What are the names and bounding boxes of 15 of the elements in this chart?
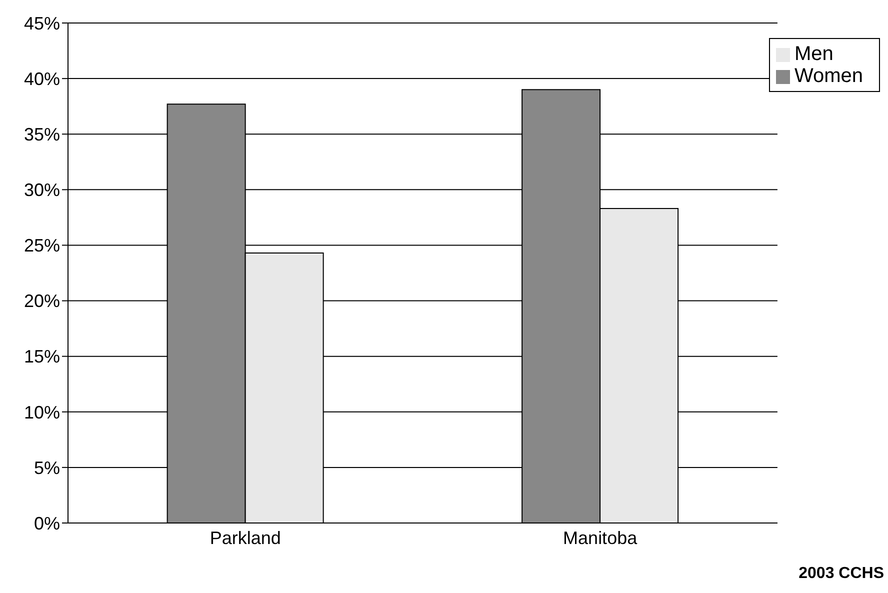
x-tick-label: Parkland	[210, 528, 281, 548]
text: 2003 CCHS	[798, 565, 884, 583]
legend-label: Men	[794, 43, 834, 65]
y-tick-label: 20%	[24, 291, 60, 312]
y-tick-label: 5%	[34, 458, 60, 478]
y-tick-label: 15%	[24, 346, 60, 367]
y-tick-label: 45%	[24, 13, 60, 34]
y-tick-label: 40%	[24, 68, 60, 89]
y-tick-label: 0%	[34, 513, 60, 534]
x-tick-label: Manitoba	[563, 528, 638, 548]
y-tick-label: 10%	[24, 402, 60, 422]
y-tick-label: 30%	[24, 180, 60, 200]
y-tick-label: 35%	[24, 124, 60, 144]
y-tick-label: 25%	[24, 236, 60, 256]
legend-label: Women	[794, 65, 863, 87]
